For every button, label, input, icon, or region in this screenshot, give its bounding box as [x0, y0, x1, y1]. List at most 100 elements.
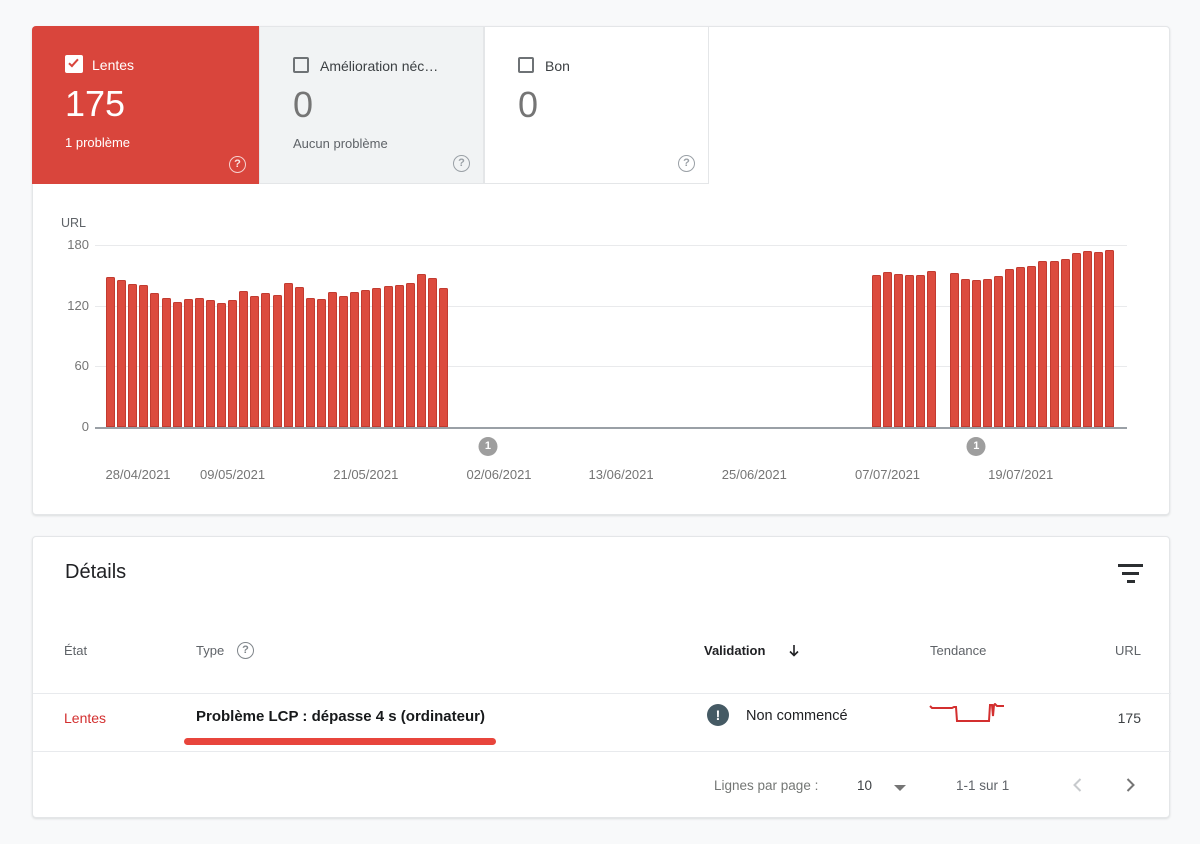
y-axis-tick: 120 [67, 297, 89, 313]
chart-bar[interactable] [1060, 259, 1070, 427]
y-gridline [95, 366, 1127, 368]
x-axis-date-label: 25/06/2021 [721, 467, 787, 482]
chart-bar[interactable] [272, 295, 282, 427]
chart-bar[interactable] [916, 275, 926, 427]
column-header-type[interactable]: Type [196, 643, 225, 658]
rows-per-page-label: Lignes par page : [714, 778, 819, 793]
x-axis-date-label: 09/05/2021 [200, 467, 266, 482]
chart-bar[interactable] [283, 283, 293, 427]
previous-page-button [1066, 773, 1090, 797]
column-header-validation[interactable]: Validation [704, 643, 766, 658]
chart-bar[interactable] [1027, 266, 1037, 427]
chart-bar[interactable] [1105, 250, 1114, 427]
tab-lentes[interactable]: Lentes 175 1 problème ? [32, 26, 259, 184]
chart-bar[interactable] [361, 290, 371, 427]
chart-bar[interactable] [205, 300, 215, 427]
chart-bar[interactable] [427, 278, 437, 427]
tab-bon[interactable]: Bon 0 ? [484, 26, 709, 184]
annotation-marker[interactable]: 1 [478, 437, 498, 456]
y-axis-label: URL [61, 216, 87, 230]
chart-bar[interactable] [982, 279, 992, 427]
chart-bar[interactable] [305, 298, 315, 427]
help-icon[interactable]: ? [229, 156, 246, 173]
x-axis-date-label: 19/07/2021 [988, 467, 1054, 482]
chart-bar[interactable] [194, 298, 204, 427]
chart-bar[interactable] [339, 296, 349, 427]
chart-bar[interactable] [927, 271, 937, 427]
chart-bar[interactable] [1071, 253, 1081, 427]
chart-bar[interactable] [350, 292, 360, 427]
chart-bar[interactable] [1038, 261, 1048, 427]
tab-amelioration[interactable]: Amélioration néc… 0 Aucun problème ? [259, 26, 484, 184]
x-axis-date-label: 13/06/2021 [588, 467, 654, 482]
row-validation: Non commencé [746, 708, 848, 724]
chart-bar[interactable] [161, 298, 171, 427]
rows-per-page-select[interactable]: 10 [857, 778, 873, 793]
chart-bar[interactable] [316, 299, 326, 427]
y-axis-tick: 180 [67, 236, 89, 252]
issue-underline [184, 738, 496, 745]
chart-bar[interactable] [128, 284, 138, 427]
chart-bar[interactable] [139, 285, 149, 427]
tab-subtitle: Aucun problème [293, 136, 388, 151]
annotation-marker[interactable]: 1 [966, 437, 986, 456]
row-url-count: 175 [1117, 710, 1141, 726]
details-panel: Détails État Type ? Validation Tendance … [32, 536, 1171, 818]
next-page-button[interactable] [1118, 773, 1142, 797]
chart-bar[interactable] [1049, 261, 1059, 427]
help-icon[interactable]: ? [678, 155, 695, 172]
column-header-tendance[interactable]: Tendance [930, 643, 987, 658]
help-icon[interactable]: ? [453, 155, 470, 172]
bon-checkbox[interactable] [518, 57, 534, 73]
tab-label: Lentes [92, 57, 135, 73]
chart-bar[interactable] [871, 275, 881, 427]
chart-bar[interactable] [894, 274, 904, 427]
chart-bar[interactable] [960, 279, 970, 427]
chart-bar[interactable] [1082, 251, 1092, 427]
chart-bar[interactable] [1005, 269, 1015, 427]
chart-bar[interactable] [1093, 252, 1103, 427]
chart-bar[interactable] [383, 286, 393, 427]
chart-bar[interactable] [1016, 267, 1026, 427]
chart-bar[interactable] [228, 300, 238, 427]
chart-bar[interactable] [372, 288, 382, 427]
chart-bar[interactable] [150, 293, 160, 427]
type-help-icon[interactable]: ? [237, 642, 254, 659]
chart-bar[interactable] [405, 283, 415, 427]
chart-bar[interactable] [172, 302, 182, 427]
filter-icon[interactable] [1118, 564, 1143, 588]
chart-bar[interactable] [328, 292, 337, 427]
trend-sparkline [929, 703, 1004, 722]
chart-bar[interactable] [883, 272, 892, 427]
row-issue-link[interactable]: Problème LCP : dépasse 4 s (ordinateur) [196, 708, 485, 725]
chart-bar[interactable] [239, 291, 249, 427]
chart-bar[interactable] [905, 275, 915, 427]
chart-bar[interactable] [416, 274, 426, 427]
chart-bar[interactable] [261, 293, 271, 427]
column-header-url[interactable]: URL [1114, 643, 1141, 658]
chart-bar[interactable] [250, 296, 260, 427]
chart-bar[interactable] [439, 288, 448, 427]
validation-status-icon: ! [707, 704, 729, 726]
pagination-range: 1-1 sur 1 [956, 778, 1010, 793]
tab-count: 175 [65, 83, 126, 124]
amelioration-checkbox[interactable] [293, 57, 309, 73]
y-gridline [95, 244, 1127, 246]
chart-bar[interactable] [949, 273, 959, 427]
chart-bar[interactable] [217, 303, 226, 427]
rows-per-page-caret-icon[interactable] [894, 785, 906, 791]
tab-subtitle: 1 problème [65, 135, 131, 150]
chart-bar[interactable] [394, 285, 404, 427]
chart-bar[interactable] [994, 276, 1003, 427]
sort-descending-icon[interactable] [786, 643, 802, 664]
chart-bar[interactable] [971, 280, 981, 427]
lentes-checkbox[interactable] [65, 55, 83, 73]
row-divider [33, 751, 1171, 752]
chart-bar[interactable] [106, 277, 115, 427]
chart-bar[interactable] [294, 287, 304, 427]
chart-bar[interactable] [117, 280, 127, 427]
tab-label: Bon [545, 58, 570, 74]
chart-bar[interactable] [183, 299, 193, 427]
column-header-etat[interactable]: État [64, 643, 88, 658]
